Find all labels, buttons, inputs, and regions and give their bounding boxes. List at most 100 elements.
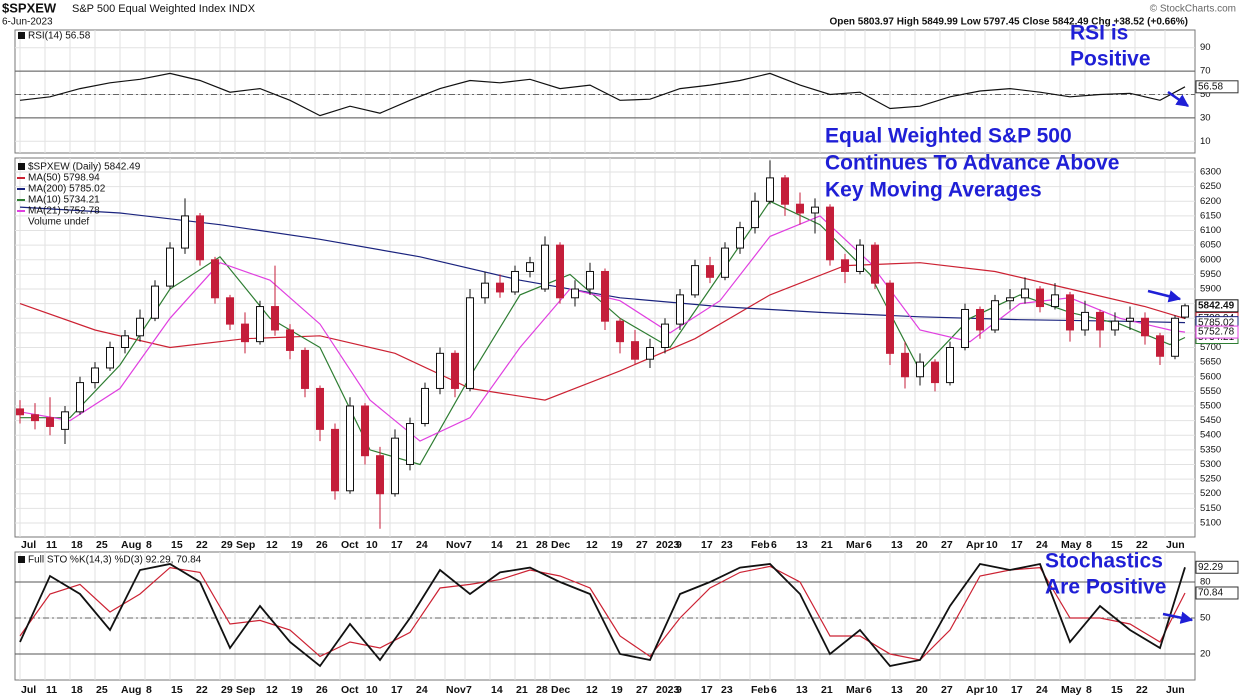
x-tick-label: Oct bbox=[341, 539, 359, 551]
y-tick-label: 5200 bbox=[1200, 488, 1221, 499]
x-tick-label: 12 bbox=[586, 684, 598, 696]
line bbox=[19, 562, 1186, 668]
x-tick-label: Jul bbox=[21, 539, 36, 551]
x-tick-label: 13 bbox=[891, 539, 903, 551]
x-tick-label: 20 bbox=[916, 539, 928, 551]
y-tick-label: 5250 bbox=[1200, 474, 1221, 485]
annotation: Positive bbox=[1070, 48, 1151, 71]
candle-body bbox=[16, 408, 24, 416]
x-tick-label: 6 bbox=[866, 539, 872, 551]
candle-body bbox=[571, 288, 579, 299]
panel bbox=[14, 29, 1196, 154]
annotation: RSI is bbox=[1070, 22, 1128, 45]
candle-body bbox=[961, 308, 969, 349]
y-tick-label: 5400 bbox=[1200, 430, 1221, 441]
candle-body bbox=[451, 352, 459, 389]
candle-body bbox=[721, 247, 729, 278]
quote: Open 5803.97 High 5849.99 Low 5797.45 Cl… bbox=[829, 17, 1188, 28]
candle-body bbox=[661, 323, 669, 349]
x-tick-label: 22 bbox=[196, 539, 208, 551]
x-tick-label: 22 bbox=[196, 684, 208, 696]
x-tick-label: 10 bbox=[366, 684, 378, 696]
x-tick-label: Sep bbox=[236, 684, 255, 696]
line bbox=[19, 215, 1186, 442]
x-tick-label: 24 bbox=[416, 539, 428, 551]
index-name: S&P 500 Equal Weighted Index INDX bbox=[72, 3, 256, 15]
x-tick-label: 11 bbox=[46, 684, 57, 696]
candle-body bbox=[841, 259, 849, 272]
candle-body bbox=[376, 455, 384, 495]
candle-body bbox=[856, 244, 864, 272]
x-tick-label: 8 bbox=[1086, 684, 1092, 696]
candle-body bbox=[631, 341, 639, 360]
y-tick-label: 50 bbox=[1200, 89, 1211, 100]
title-swatch bbox=[18, 163, 25, 170]
candle-body bbox=[601, 270, 609, 322]
x-tick-label: Apr bbox=[966, 539, 984, 551]
candle-body bbox=[976, 308, 984, 331]
x-tick-label: 20 bbox=[916, 684, 928, 696]
x-tick-label: 19 bbox=[291, 539, 303, 551]
candle-body bbox=[76, 382, 84, 413]
candle-body bbox=[991, 300, 999, 331]
x-tick-label: Jun bbox=[1166, 684, 1185, 696]
x-tick-label: 19 bbox=[291, 684, 303, 696]
x-tick-label: Nov bbox=[446, 539, 466, 551]
y-tick-label: 5900 bbox=[1200, 284, 1221, 295]
panel-title: Full STO %K(14,3) %D(3) 92.29, 70.84 bbox=[28, 555, 202, 566]
candle-body bbox=[1036, 288, 1044, 308]
x-tick-label: Oct bbox=[341, 684, 359, 696]
x-tick-label: 9 bbox=[676, 684, 682, 696]
x-tick-label: Apr bbox=[966, 684, 984, 696]
x-tick-label: Dec bbox=[551, 684, 570, 696]
candle-body bbox=[271, 306, 279, 331]
candle-body bbox=[1141, 317, 1149, 337]
candle-body bbox=[901, 352, 909, 378]
value-label: 56.58 bbox=[1198, 81, 1223, 92]
x-tick-label: 6 bbox=[771, 684, 777, 696]
y-tick-label: 90 bbox=[1200, 42, 1211, 53]
candle-body bbox=[1006, 297, 1014, 302]
candle-body bbox=[346, 405, 354, 492]
x-tick-label: 12 bbox=[266, 539, 278, 551]
legend-entry: MA(10) 5734.21 bbox=[28, 195, 100, 206]
x-tick-label: 17 bbox=[701, 684, 713, 696]
candle-body bbox=[61, 411, 69, 430]
x-tick-label: 15 bbox=[1111, 684, 1123, 696]
candle-body bbox=[316, 387, 324, 430]
candle-body bbox=[391, 437, 399, 495]
candle-body bbox=[1156, 335, 1164, 357]
line bbox=[19, 262, 1186, 401]
value-label: 5842.49 bbox=[1198, 300, 1235, 311]
x-tick-label: Nov bbox=[446, 684, 466, 696]
x-tick-label: 22 bbox=[1136, 684, 1148, 696]
x-tick-label: 29 bbox=[221, 684, 233, 696]
x-tick-label: 6 bbox=[771, 539, 777, 551]
candle-body bbox=[466, 297, 474, 389]
arrow bbox=[1167, 90, 1190, 108]
y-tick-label: 70 bbox=[1200, 66, 1211, 77]
x-tick-label: 27 bbox=[636, 684, 648, 696]
title-swatch bbox=[18, 556, 25, 563]
x-tick-label: 25 bbox=[96, 539, 108, 551]
candle-body bbox=[181, 215, 189, 249]
value-box bbox=[1195, 80, 1239, 94]
candle-body bbox=[1111, 320, 1119, 331]
x-tick-label: 27 bbox=[941, 539, 953, 551]
x-tick-label: 21 bbox=[516, 684, 528, 696]
y-tick-label: 5350 bbox=[1200, 444, 1221, 455]
candle-body bbox=[871, 244, 879, 284]
x-tick-label: 27 bbox=[636, 539, 648, 551]
x-tick-label: 9 bbox=[676, 539, 682, 551]
candle-body bbox=[166, 247, 174, 287]
x-tick-label: 23 bbox=[721, 684, 733, 696]
y-tick-label: 5100 bbox=[1200, 517, 1221, 528]
x-tick-label: 17 bbox=[1011, 684, 1023, 696]
annotation: Are Positive bbox=[1045, 576, 1166, 599]
y-tick-label: 5150 bbox=[1200, 503, 1221, 514]
y-tick-label: 6300 bbox=[1200, 167, 1221, 178]
x-tick-label: 17 bbox=[391, 539, 403, 551]
plot-layer: 90 70 50 30 10 RSI(14) 56.58 56.58 RSI is Positi… bbox=[14, 22, 1239, 696]
x-tick-label: 15 bbox=[171, 684, 183, 696]
